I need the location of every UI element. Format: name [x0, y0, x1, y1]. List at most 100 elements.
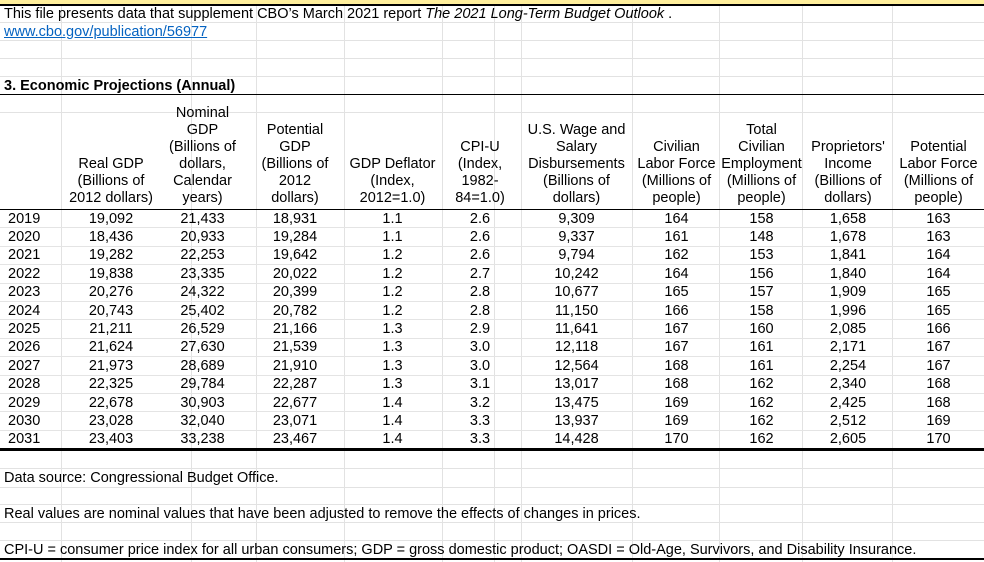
value-cell-us_wage_salary_disbursements[interactable]: 9,309: [558, 210, 595, 227]
value-cell-us_wage_salary_disbursements[interactable]: 9,337: [558, 229, 595, 246]
value-cell-proprietors_income[interactable]: 2,085: [829, 321, 867, 338]
value-cell-civilian_labor_force[interactable]: 169: [664, 394, 689, 411]
value-cell-civilian_labor_force[interactable]: 161: [664, 229, 689, 246]
value-cell-potential_gdp[interactable]: 19,284: [272, 229, 318, 246]
value-cell-gdp_deflator[interactable]: 1.2: [382, 302, 403, 319]
value-cell-civilian_labor_force[interactable]: 168: [664, 376, 689, 393]
year-cell[interactable]: 2024: [8, 302, 41, 319]
value-cell-real_gdp[interactable]: 21,624: [88, 339, 134, 356]
value-cell-real_gdp[interactable]: 18,436: [88, 229, 134, 246]
value-cell-real_gdp[interactable]: 23,403: [88, 431, 134, 448]
col-header-year[interactable]: [0, 207, 62, 209]
value-cell-total_civilian_employment[interactable]: 162: [749, 376, 774, 393]
value-cell-total_civilian_employment[interactable]: 158: [749, 210, 774, 227]
value-cell-real_gdp[interactable]: 20,743: [88, 302, 134, 319]
value-cell-nominal_gdp[interactable]: 30,903: [180, 394, 225, 411]
value-cell-nominal_gdp[interactable]: 28,689: [180, 357, 225, 374]
value-cell-civilian_labor_force[interactable]: 164: [664, 210, 689, 227]
value-cell-us_wage_salary_disbursements[interactable]: 10,677: [554, 284, 599, 301]
value-cell-nominal_gdp[interactable]: 33,238: [180, 431, 225, 448]
value-cell-proprietors_income[interactable]: 1,840: [829, 265, 867, 282]
value-cell-total_civilian_employment[interactable]: 162: [749, 394, 774, 411]
value-cell-real_gdp[interactable]: 19,282: [88, 247, 134, 264]
value-cell-potential_labor_force[interactable]: 164: [926, 247, 951, 264]
year-cell[interactable]: 2028: [8, 376, 41, 393]
value-cell-gdp_deflator[interactable]: 1.1: [382, 210, 403, 227]
value-cell-proprietors_income[interactable]: 1,678: [829, 229, 867, 246]
value-cell-us_wage_salary_disbursements[interactable]: 13,937: [554, 412, 599, 429]
value-cell-cpi_u[interactable]: 3.0: [469, 357, 491, 374]
value-cell-gdp_deflator[interactable]: 1.1: [382, 229, 403, 246]
value-cell-gdp_deflator[interactable]: 1.2: [382, 265, 403, 282]
value-cell-real_gdp[interactable]: 23,028: [88, 412, 134, 429]
value-cell-potential_labor_force[interactable]: 169: [926, 412, 951, 429]
value-cell-potential_labor_force[interactable]: 163: [926, 210, 951, 227]
value-cell-gdp_deflator[interactable]: 1.3: [382, 321, 403, 338]
value-cell-us_wage_salary_disbursements[interactable]: 11,150: [554, 302, 599, 319]
value-cell-potential_gdp[interactable]: 19,642: [272, 247, 318, 264]
value-cell-proprietors_income[interactable]: 2,171: [829, 339, 867, 356]
value-cell-nominal_gdp[interactable]: 20,933: [180, 229, 225, 246]
value-cell-real_gdp[interactable]: 22,325: [88, 376, 134, 393]
value-cell-real_gdp[interactable]: 22,678: [88, 394, 134, 411]
col-header-cpi_u[interactable]: CPI-U (Index, 1982- 84=1.0): [455, 139, 505, 206]
value-cell-us_wage_salary_disbursements[interactable]: 13,475: [554, 394, 599, 411]
value-cell-nominal_gdp[interactable]: 32,040: [180, 412, 225, 429]
value-cell-nominal_gdp[interactable]: 27,630: [180, 339, 225, 356]
value-cell-potential_labor_force[interactable]: 164: [926, 265, 951, 282]
value-cell-potential_labor_force[interactable]: 168: [926, 376, 951, 393]
value-cell-civilian_labor_force[interactable]: 167: [664, 339, 689, 356]
value-cell-cpi_u[interactable]: 2.6: [469, 229, 491, 246]
value-cell-proprietors_income[interactable]: 2,425: [829, 394, 867, 411]
value-cell-total_civilian_employment[interactable]: 148: [749, 229, 774, 246]
value-cell-potential_labor_force[interactable]: 163: [926, 229, 951, 246]
col-header-gdp_deflator[interactable]: GDP Deflator (Index, 2012=1.0): [349, 156, 436, 206]
section-title-row[interactable]: 3. Economic Projections (Annual): [0, 77, 984, 95]
value-cell-real_gdp[interactable]: 20,276: [88, 284, 134, 301]
value-cell-total_civilian_employment[interactable]: 156: [749, 265, 774, 282]
year-cell[interactable]: 2029: [8, 394, 41, 411]
col-header-real_gdp[interactable]: Real GDP (Billions of 2012 dollars): [69, 156, 153, 206]
value-cell-total_civilian_employment[interactable]: 157: [749, 284, 774, 301]
col-header-potential_gdp[interactable]: Potential GDP (Billions of 2012 dollars): [261, 122, 329, 206]
cbo-publication-link[interactable]: www.cbo.gov/publication/56977: [4, 24, 208, 40]
value-cell-potential_labor_force[interactable]: 167: [926, 339, 951, 356]
value-cell-total_civilian_employment[interactable]: 158: [749, 302, 774, 319]
value-cell-gdp_deflator[interactable]: 1.2: [382, 247, 403, 264]
value-cell-gdp_deflator[interactable]: 1.3: [382, 339, 403, 356]
value-cell-potential_gdp[interactable]: 20,399: [272, 284, 318, 301]
value-cell-gdp_deflator[interactable]: 1.4: [382, 394, 403, 411]
value-cell-potential_gdp[interactable]: 21,539: [272, 339, 318, 356]
footnote-row[interactable]: Real values are nominal values that have…: [0, 505, 984, 523]
value-cell-proprietors_income[interactable]: 2,254: [829, 357, 867, 374]
year-cell[interactable]: 2026: [8, 339, 41, 356]
value-cell-cpi_u[interactable]: 2.9: [469, 321, 491, 338]
value-cell-civilian_labor_force[interactable]: 166: [664, 302, 689, 319]
value-cell-us_wage_salary_disbursements[interactable]: 14,428: [554, 431, 599, 448]
value-cell-cpi_u[interactable]: 2.6: [469, 247, 491, 264]
value-cell-proprietors_income[interactable]: 2,605: [829, 431, 867, 448]
value-cell-proprietors_income[interactable]: 1,841: [829, 247, 867, 264]
year-cell[interactable]: 2019: [8, 210, 41, 227]
col-header-total_civilian_employment[interactable]: Total Civilian Employment (Millions of p…: [721, 122, 802, 206]
value-cell-proprietors_income[interactable]: 1,658: [829, 210, 867, 227]
value-cell-nominal_gdp[interactable]: 21,433: [180, 210, 225, 227]
value-cell-potential_gdp[interactable]: 23,071: [272, 412, 318, 429]
value-cell-total_civilian_employment[interactable]: 153: [749, 247, 774, 264]
footnote-row[interactable]: Data source: Congressional Budget Office…: [0, 469, 984, 487]
value-cell-us_wage_salary_disbursements[interactable]: 10,242: [554, 265, 599, 282]
value-cell-real_gdp[interactable]: 21,211: [89, 321, 133, 338]
value-cell-total_civilian_employment[interactable]: 161: [749, 357, 774, 374]
col-header-nominal_gdp[interactable]: Nominal GDP (Billions of dollars, Calend…: [169, 105, 236, 206]
year-cell[interactable]: 2025: [8, 321, 41, 338]
value-cell-cpi_u[interactable]: 3.2: [469, 394, 491, 411]
value-cell-potential_gdp[interactable]: 20,782: [272, 302, 318, 319]
value-cell-us_wage_salary_disbursements[interactable]: 12,118: [554, 339, 599, 356]
value-cell-real_gdp[interactable]: 19,838: [88, 265, 134, 282]
value-cell-total_civilian_employment[interactable]: 162: [749, 431, 774, 448]
value-cell-civilian_labor_force[interactable]: 167: [664, 321, 689, 338]
col-header-potential_labor_force[interactable]: Potential Labor Force (Millions of peopl…: [899, 139, 978, 206]
value-cell-cpi_u[interactable]: 2.7: [469, 265, 491, 282]
value-cell-potential_gdp[interactable]: 20,022: [272, 265, 318, 282]
value-cell-cpi_u[interactable]: 3.3: [469, 412, 491, 429]
